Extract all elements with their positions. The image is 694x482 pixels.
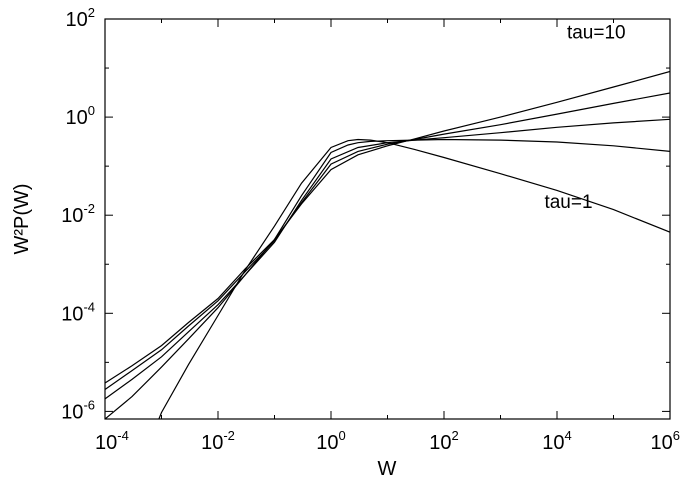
- x-tick-label-4: 104: [542, 428, 571, 454]
- y-axis-label: W²P(W): [11, 183, 33, 254]
- annotation-1: tau=10: [567, 23, 626, 44]
- plot-frame: [104, 18, 671, 420]
- series-line-2: [105, 138, 670, 419]
- x-tick-label-5: 106: [651, 428, 680, 454]
- series-line-3: [105, 118, 670, 400]
- x-tick-label-0: 10-4: [95, 428, 129, 454]
- x-tick-label-2: 100: [316, 428, 345, 454]
- annotations-layer: tau=10 tau=1: [544, 23, 625, 214]
- series-line-4: [105, 92, 670, 390]
- x-axis-label: W: [378, 458, 397, 480]
- annotation-2: tau=1: [544, 192, 592, 213]
- y-tick-label-1: 10-4: [61, 299, 95, 325]
- series-line-5: [105, 70, 670, 384]
- series-layer: [105, 70, 670, 419]
- y-tick-label-0: 10-6: [61, 397, 95, 423]
- x-tick-label-3: 102: [429, 428, 458, 454]
- x-tick-label-1: 10-2: [201, 428, 235, 454]
- y-tick-label-2: 10-2: [61, 201, 95, 227]
- y-tick-label-4: 102: [66, 5, 95, 31]
- y-tick-label-3: 100: [66, 103, 95, 129]
- series-line-1: [158, 138, 670, 419]
- ticks-layer: [104, 18, 671, 419]
